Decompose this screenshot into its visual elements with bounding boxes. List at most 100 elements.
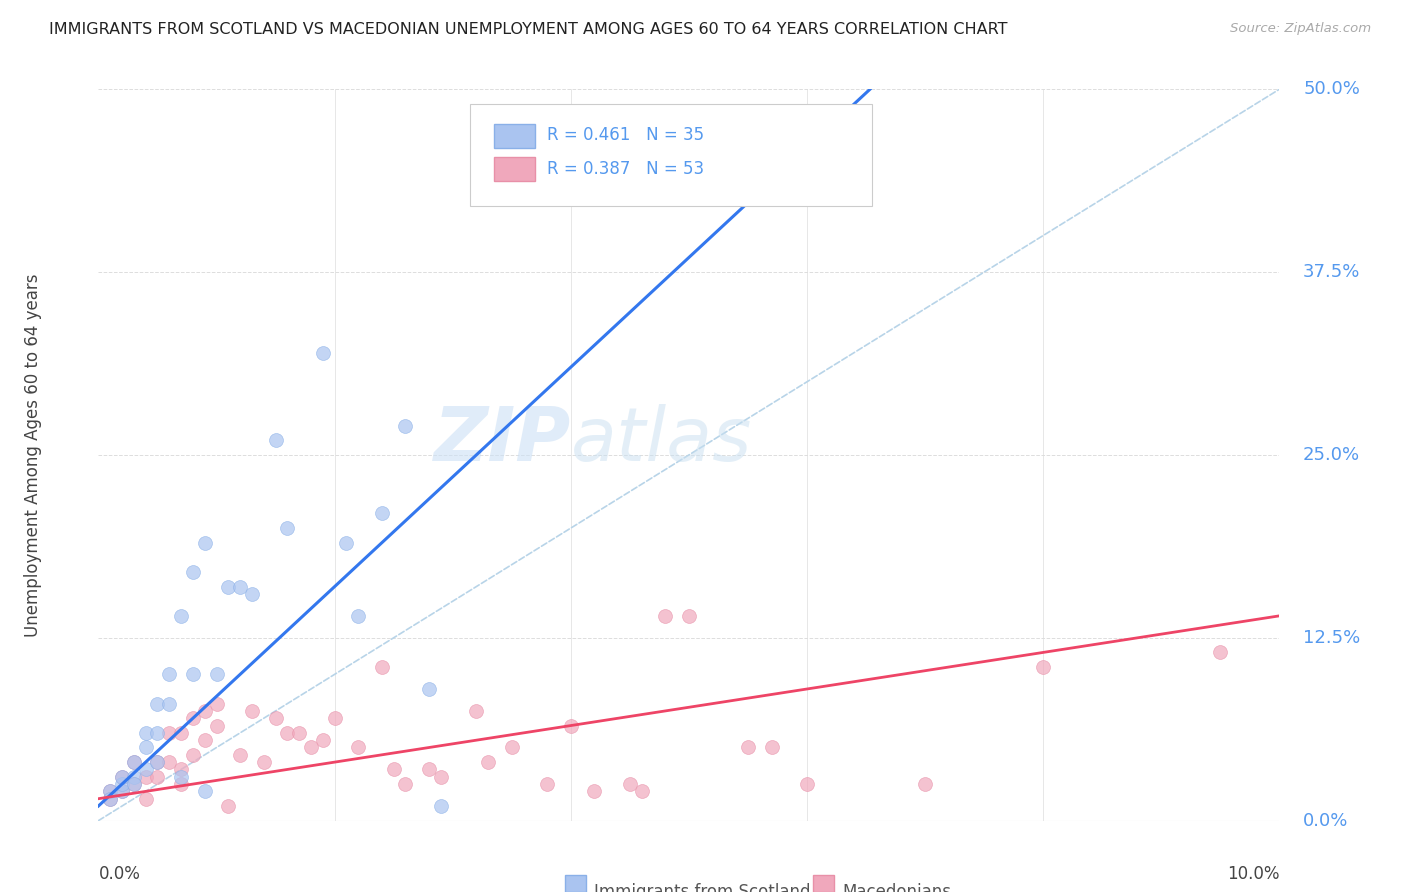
Point: [157, 697, 180, 711]
Text: R = 0.387   N = 53: R = 0.387 N = 53: [547, 160, 704, 178]
Point: [430, 770, 453, 784]
Point: [135, 763, 157, 777]
Point: [135, 740, 157, 755]
Point: [157, 755, 180, 769]
Text: Unemployment Among Ages 60 to 64 years: Unemployment Among Ages 60 to 64 years: [24, 273, 42, 637]
Point: [98, 791, 121, 805]
Point: [194, 784, 217, 798]
Point: [347, 740, 370, 755]
Point: [205, 667, 228, 681]
Point: [394, 418, 416, 433]
Point: [914, 777, 936, 791]
Point: [122, 755, 145, 769]
Point: [240, 704, 263, 718]
Text: Source: ZipAtlas.com: Source: ZipAtlas.com: [1230, 22, 1371, 36]
Point: [98, 784, 121, 798]
Text: 25.0%: 25.0%: [1303, 446, 1360, 464]
Point: [194, 704, 217, 718]
Point: [229, 747, 252, 762]
Point: [157, 667, 180, 681]
Point: [430, 799, 453, 814]
Point: [264, 434, 287, 448]
Text: 0.0%: 0.0%: [1303, 812, 1348, 830]
Point: [146, 697, 169, 711]
Point: [122, 770, 145, 784]
Point: [299, 740, 322, 755]
Point: [312, 733, 335, 747]
Point: [146, 726, 169, 740]
Point: [347, 608, 370, 623]
Point: [654, 608, 676, 623]
Point: [157, 726, 180, 740]
FancyBboxPatch shape: [471, 103, 872, 206]
Point: [371, 507, 394, 521]
Text: atlas: atlas: [571, 404, 752, 476]
Point: [98, 791, 121, 805]
Point: [111, 784, 134, 798]
Point: [418, 681, 440, 696]
Point: [382, 763, 405, 777]
Point: [323, 711, 346, 725]
Point: [135, 770, 157, 784]
Point: [194, 733, 217, 747]
FancyBboxPatch shape: [565, 876, 586, 892]
Point: [1032, 660, 1054, 674]
Point: [253, 755, 276, 769]
Point: [111, 770, 134, 784]
Point: [536, 777, 558, 791]
Point: [217, 799, 239, 814]
FancyBboxPatch shape: [494, 157, 536, 180]
Point: [205, 718, 228, 732]
Point: [170, 770, 193, 784]
Text: 10.0%: 10.0%: [1227, 864, 1279, 882]
Point: [583, 784, 606, 798]
FancyBboxPatch shape: [813, 876, 834, 892]
FancyBboxPatch shape: [494, 124, 536, 148]
Point: [560, 718, 582, 732]
Point: [135, 791, 157, 805]
Point: [205, 697, 228, 711]
Point: [170, 726, 193, 740]
Text: ZIP: ZIP: [433, 404, 571, 477]
Point: [194, 535, 217, 549]
Point: [288, 726, 311, 740]
Point: [122, 777, 145, 791]
Point: [394, 777, 416, 791]
Point: [170, 608, 193, 623]
Point: [146, 755, 169, 769]
Text: Immigrants from Scotland: Immigrants from Scotland: [595, 883, 811, 892]
Point: [619, 777, 641, 791]
Point: [276, 726, 298, 740]
Point: [217, 580, 239, 594]
Text: 0.0%: 0.0%: [98, 864, 141, 882]
Point: [181, 711, 204, 725]
Point: [181, 747, 204, 762]
Point: [312, 345, 335, 359]
Point: [240, 587, 263, 601]
Point: [122, 777, 145, 791]
Point: [335, 535, 357, 549]
Point: [135, 726, 157, 740]
Point: [796, 777, 818, 791]
Text: Macedonians: Macedonians: [842, 883, 952, 892]
Text: IMMIGRANTS FROM SCOTLAND VS MACEDONIAN UNEMPLOYMENT AMONG AGES 60 TO 64 YEARS CO: IMMIGRANTS FROM SCOTLAND VS MACEDONIAN U…: [49, 22, 1008, 37]
Text: 37.5%: 37.5%: [1303, 263, 1361, 281]
Point: [501, 740, 523, 755]
Point: [229, 580, 252, 594]
Point: [146, 770, 169, 784]
Point: [170, 777, 193, 791]
Point: [111, 770, 134, 784]
Text: 50.0%: 50.0%: [1303, 80, 1360, 98]
Point: [630, 784, 652, 798]
Point: [276, 521, 298, 535]
Point: [98, 784, 121, 798]
Text: 12.5%: 12.5%: [1303, 629, 1361, 647]
Point: [146, 755, 169, 769]
Point: [122, 755, 145, 769]
Point: [678, 608, 700, 623]
Point: [181, 565, 204, 579]
Point: [477, 755, 499, 769]
Point: [111, 784, 134, 798]
Point: [371, 660, 394, 674]
Point: [737, 740, 759, 755]
